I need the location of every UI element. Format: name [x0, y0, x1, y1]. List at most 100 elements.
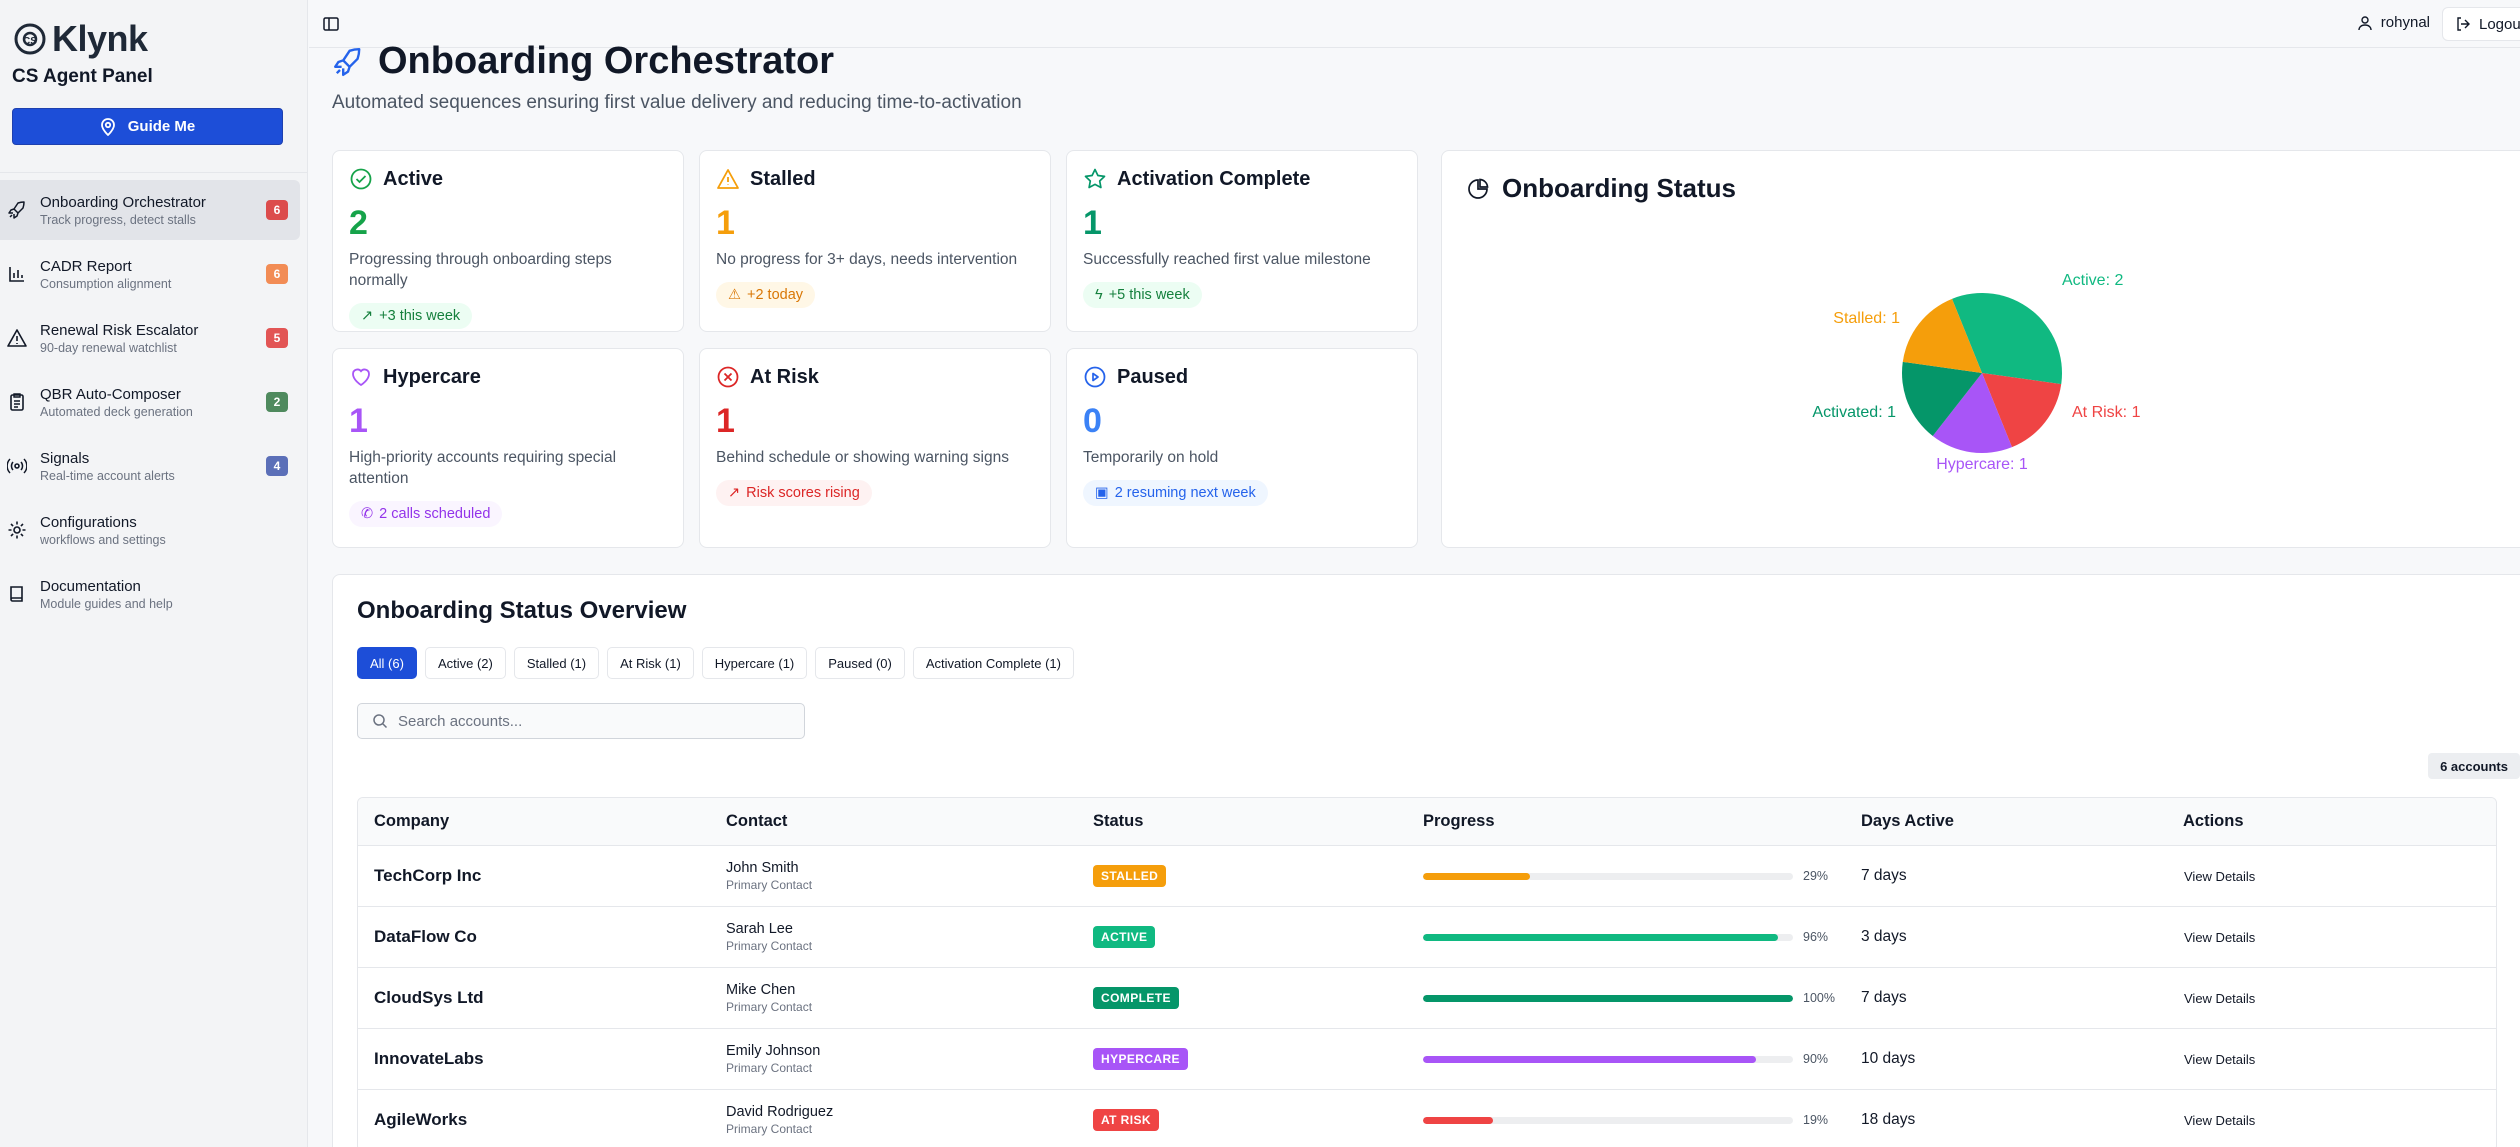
table-row[interactable]: AgileWorks David Rodriguez Primary Conta… — [358, 1090, 2496, 1147]
guide-me-button[interactable]: Guide Me — [12, 108, 283, 145]
table-header-row: Company Contact Status Progress Days Act… — [358, 798, 2496, 846]
view-details-button[interactable]: View Details — [2172, 926, 2267, 949]
chart-title: Onboarding Status — [1502, 173, 1736, 203]
x-circle-icon — [717, 366, 739, 388]
logout-label: Logout — [2479, 15, 2520, 33]
stat-card-activation-complete: Activation Complete 1 Successfully reach… — [1066, 150, 1418, 332]
sidebar-item-badge: 2 — [266, 392, 288, 412]
view-details-button[interactable]: View Details — [2172, 1048, 2267, 1071]
actions-cell: View Details — [2172, 846, 2267, 906]
pie-slice-at-risk[interactable] — [1982, 373, 2062, 448]
progress-percent: 96% — [1803, 930, 1829, 944]
view-details-button[interactable]: View Details — [2172, 987, 2267, 1010]
filter-hypercare[interactable]: Hypercare (1) — [701, 647, 808, 679]
brand[interactable]: CS Klynk — [12, 18, 148, 60]
svg-text:CS: CS — [23, 36, 37, 47]
filter-active[interactable]: Active (2) — [424, 647, 506, 679]
company-name: DataFlow Co — [374, 927, 477, 946]
clipboard-icon — [10, 393, 24, 411]
search-box — [357, 703, 805, 739]
sidebar-item-configurations[interactable]: Configurations workflows and settings — [0, 500, 300, 560]
logout-button[interactable]: Logout — [2442, 7, 2520, 41]
column-header-contact[interactable]: Contact — [726, 812, 788, 830]
pie-slice-hypercare[interactable] — [1932, 373, 2012, 453]
company-name: InnovateLabs — [374, 1049, 484, 1068]
view-details-button[interactable]: View Details — [2172, 865, 2267, 888]
sidebar-item-qbr-auto-composer[interactable]: QBR Auto-Composer Automated deck generat… — [0, 372, 300, 432]
stat-value: 1 — [716, 204, 735, 242]
sidebar-item-signals[interactable]: Signals Real-time account alerts 4 — [0, 436, 300, 496]
sidebar-toggle-icon[interactable] — [321, 14, 341, 34]
filter-all[interactable]: All (6) — [357, 647, 417, 679]
sidebar-item-badge: 4 — [266, 456, 288, 476]
column-header-actions: Actions — [2183, 812, 2244, 830]
filter-activation-complete[interactable]: Activation Complete (1) — [912, 647, 1074, 679]
progress-bar — [1423, 1055, 1793, 1063]
contact-cell: Sarah Lee Primary Contact — [726, 907, 812, 967]
stat-trend-pill: ✆ 2 calls scheduled — [349, 501, 503, 527]
contact-name: Sarah Lee — [726, 921, 793, 937]
sidebar-item-onboarding-orchestrator[interactable]: Onboarding Orchestrator Track progress, … — [0, 180, 300, 240]
filter-stalled[interactable]: Stalled (1) — [513, 647, 600, 679]
contact-cell: John Smith Primary Contact — [726, 846, 812, 906]
pie-slice-activated[interactable] — [1902, 361, 1982, 437]
page-header: Onboarding Orchestrator — [332, 40, 834, 83]
check-circle-icon — [350, 168, 372, 190]
radio-icon — [7, 458, 27, 474]
stat-title: Hypercare — [383, 365, 481, 388]
column-header-company[interactable]: Company — [374, 812, 450, 830]
progress-cell: 96% — [1423, 907, 1828, 967]
sidebar-item-badge: 6 — [266, 200, 288, 220]
table-row[interactable]: DataFlow Co Sarah Lee Primary Contact AC… — [358, 907, 2496, 968]
bar-chart-icon — [9, 267, 24, 282]
pie-chart: Active: 2 At Risk: 1 Hypercare: 1 Activated… — [1812, 272, 2140, 473]
search-input[interactable] — [398, 712, 778, 730]
stat-value: 2 — [349, 204, 368, 242]
rocket-icon — [8, 201, 25, 219]
trend-up-icon: ↗ — [728, 485, 741, 501]
klynk-logo-icon: CS — [14, 23, 46, 55]
contact-cell: David Rodriguez Primary Contact — [726, 1090, 833, 1147]
progress-fill — [1423, 872, 1531, 880]
progress-percent: 29% — [1803, 869, 1829, 883]
sidebar-item-cadr-report[interactable]: CADR Report Consumption alignment 6 — [0, 244, 300, 304]
pie-slice-stalled[interactable] — [1902, 298, 1982, 373]
contact-role: Primary Contact — [726, 878, 813, 892]
stat-description: No progress for 3+ days, needs intervent… — [716, 251, 1018, 268]
contact-name: John Smith — [726, 860, 799, 876]
brand-name: Klynk — [52, 18, 148, 59]
sidebar-item-renewal-risk-escalator[interactable]: Renewal Risk Escalator 90-day renewal wa… — [0, 308, 300, 368]
column-header-progress[interactable]: Progress — [1423, 812, 1495, 830]
pie-slice-active[interactable] — [1952, 293, 2062, 385]
status-cell: COMPLETE — [1093, 968, 1179, 1028]
progress-cell: 90% — [1423, 1029, 1828, 1089]
stat-trend-pill: ↗ +3 this week — [349, 303, 473, 329]
stat-card-stalled: Stalled 1 No progress for 3+ days, needs… — [699, 150, 1051, 332]
sidebar-item-documentation[interactable]: Documentation Module guides and help — [0, 564, 300, 624]
table-row[interactable]: CloudSys Ltd Mike Chen Primary Contact C… — [358, 968, 2496, 1029]
accounts-count-badge: 6 accounts — [2428, 753, 2520, 779]
days-active: 10 days — [1861, 1050, 1916, 1067]
stat-trend-text: 2 resuming next week — [1114, 485, 1256, 501]
filter-paused[interactable]: Paused (0) — [815, 647, 905, 679]
page-title: Onboarding Orchestrator — [378, 40, 835, 82]
filter-at-risk[interactable]: At Risk (1) — [607, 647, 694, 679]
sidebar-item-badge: 5 — [266, 328, 288, 348]
progress-cell: 100% — [1423, 968, 1835, 1028]
column-header-status[interactable]: Status — [1093, 812, 1144, 830]
user-menu[interactable]: rohynal — [2357, 14, 2430, 31]
progress-cell: 29% — [1423, 846, 1828, 906]
stat-trend-text: 2 calls scheduled — [379, 506, 491, 522]
stat-trend-text: Risk scores rising — [746, 485, 860, 501]
column-header-days-active[interactable]: Days Active — [1861, 812, 1954, 830]
table-row[interactable]: InnovateLabs Emily Johnson Primary Conta… — [358, 1029, 2496, 1090]
progress-bar — [1423, 933, 1793, 941]
pie-chart-icon — [1468, 178, 1489, 199]
map-pin-icon — [100, 117, 115, 136]
contact-cell: Emily Johnson Primary Contact — [726, 1029, 820, 1089]
stat-description: Successfully reached first value milesto… — [1083, 251, 1371, 268]
stat-title: Paused — [1117, 365, 1189, 388]
warning-icon — [7, 329, 27, 347]
view-details-button[interactable]: View Details — [2172, 1109, 2267, 1132]
table-row[interactable]: TechCorp Inc John Smith Primary Contact … — [358, 846, 2496, 907]
